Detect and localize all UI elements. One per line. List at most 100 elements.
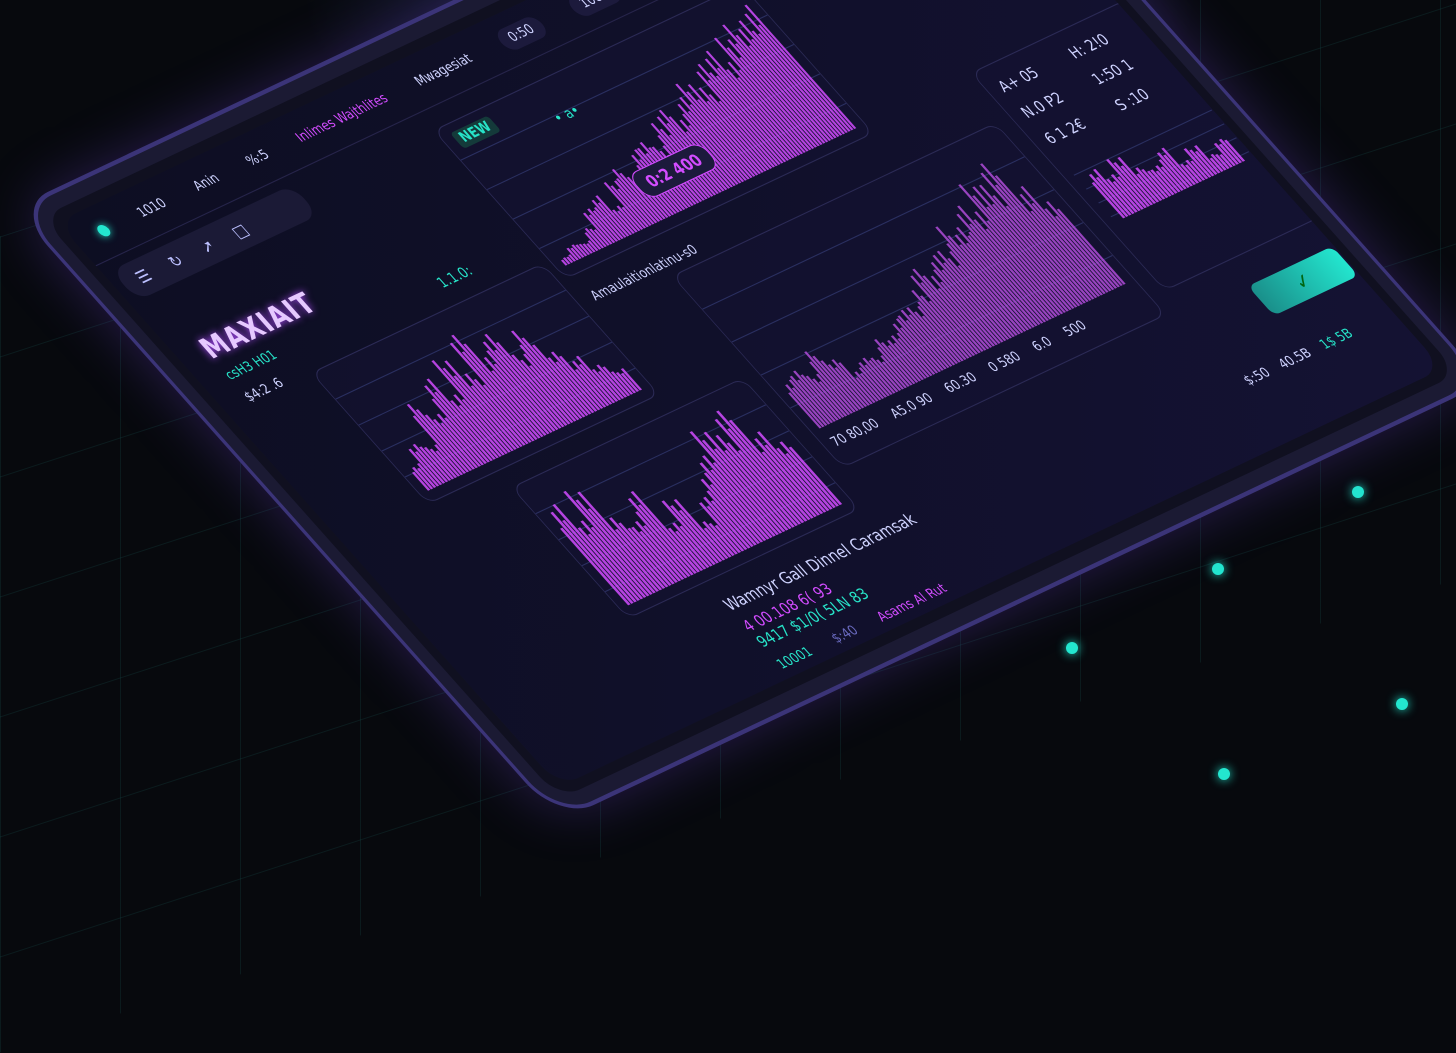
right-mini-chart	[1073, 109, 1250, 219]
chart-bar	[463, 343, 547, 436]
chart-bar	[675, 530, 710, 568]
chart-bar	[610, 371, 634, 395]
pointer-icon[interactable]: ➚	[195, 235, 220, 257]
chart-bar	[739, 56, 820, 147]
chart-bar	[563, 490, 656, 594]
chart-bar	[580, 520, 650, 597]
chart-bar	[1117, 176, 1147, 209]
dashboard-screen: 1010 Anin %:5 Inlimes Wajthlites Mwagesi…	[56, 0, 1444, 787]
chart-bar	[908, 314, 956, 366]
chart-bar	[986, 220, 1069, 312]
chart-bar	[1112, 180, 1141, 212]
chart-bar	[874, 339, 916, 385]
chart-bar	[936, 250, 1015, 338]
chat-icon[interactable]: □	[226, 219, 254, 242]
chart-bar	[1158, 159, 1187, 190]
confirm-button[interactable]: ✓	[1247, 246, 1359, 316]
chart-bar	[436, 413, 484, 466]
chart-bar	[634, 520, 688, 579]
nav-item[interactable]: 1010	[133, 195, 171, 221]
chart-bar	[1120, 165, 1157, 204]
center-stats: $:50 40.5B 1$ 5B	[1240, 326, 1357, 389]
chart-bar	[750, 38, 840, 138]
chart-bar	[820, 360, 865, 409]
chart-bar	[619, 172, 663, 221]
chart-bar	[1214, 153, 1230, 170]
chart-bar	[754, 438, 824, 515]
chart-bar	[958, 184, 1072, 311]
chart-bar	[972, 186, 1081, 307]
nav-item[interactable]: %:5	[242, 146, 274, 169]
chart-bar	[627, 497, 697, 574]
chart-bar	[712, 462, 779, 536]
chart-bar	[897, 338, 933, 377]
chart-bar	[906, 307, 959, 365]
chart-bar	[408, 448, 443, 486]
chart-bar	[616, 205, 641, 232]
glow-dot	[1212, 563, 1224, 575]
chart-bar	[698, 87, 773, 169]
chart-bar	[804, 351, 859, 412]
chart-bar	[1141, 168, 1169, 199]
header-item[interactable]: 1000	[563, 0, 625, 19]
chart-bar	[933, 269, 1001, 344]
chart-bar	[887, 345, 922, 382]
chart-bar	[587, 533, 647, 598]
chart-bar	[809, 361, 856, 413]
chart-bar	[1163, 154, 1193, 187]
chart-bar	[738, 69, 812, 151]
chart-bar	[697, 99, 764, 173]
chart-bar	[689, 104, 756, 177]
chart-bar	[876, 359, 905, 390]
chart-bar	[943, 262, 1013, 339]
chart-bar	[667, 527, 707, 570]
chart-bar	[831, 359, 873, 405]
header-item[interactable]: 0:50	[491, 13, 551, 53]
chart-bar	[727, 428, 811, 521]
chart-bar	[991, 203, 1084, 305]
chart-bar	[1155, 165, 1181, 193]
layers-icon[interactable]: ☰	[130, 265, 157, 288]
chart-bar	[679, 96, 753, 179]
chart-bar	[697, 63, 787, 163]
chart-bar	[1056, 208, 1126, 285]
chart-bar	[1160, 166, 1184, 191]
chart-bar	[911, 290, 973, 358]
chart-bar	[919, 295, 976, 356]
chart-bar	[973, 219, 1061, 316]
chart-bar	[947, 257, 1018, 336]
chart-bar	[896, 332, 936, 375]
chart-bar	[726, 47, 818, 148]
chart-bar	[444, 417, 487, 464]
chart-bar	[764, 444, 827, 513]
chart-bar	[744, 13, 851, 132]
chart-bar	[566, 247, 579, 261]
chart-bar	[682, 113, 745, 183]
chart-bar	[614, 528, 669, 588]
chart-bar	[1091, 182, 1126, 219]
chart-bar	[932, 254, 1010, 340]
chart-bar	[714, 418, 808, 522]
chart-bar	[552, 504, 641, 601]
header-title: Mwagesiat	[410, 50, 476, 90]
chart-bar	[899, 327, 942, 373]
chart-bar	[620, 368, 643, 391]
refresh-icon[interactable]: ↻	[163, 250, 189, 272]
chart-bar	[661, 500, 719, 564]
chart-bar	[881, 361, 907, 389]
chart-bar	[679, 525, 716, 565]
chart-bar	[612, 209, 635, 234]
chart-bar	[493, 363, 556, 432]
nav-item[interactable]: Anin	[189, 170, 224, 194]
chart-bar	[1180, 163, 1200, 184]
stat: $:50	[1240, 365, 1275, 389]
chart-bar	[423, 446, 455, 480]
chart-bar	[521, 337, 592, 415]
chart-bar	[1150, 169, 1175, 196]
chart-bar	[761, 451, 821, 516]
chart-bar	[461, 351, 541, 439]
glow-dot	[1218, 768, 1230, 780]
chart-bar	[776, 447, 833, 510]
chart-bar	[703, 431, 792, 530]
chart-bar	[1190, 160, 1209, 180]
